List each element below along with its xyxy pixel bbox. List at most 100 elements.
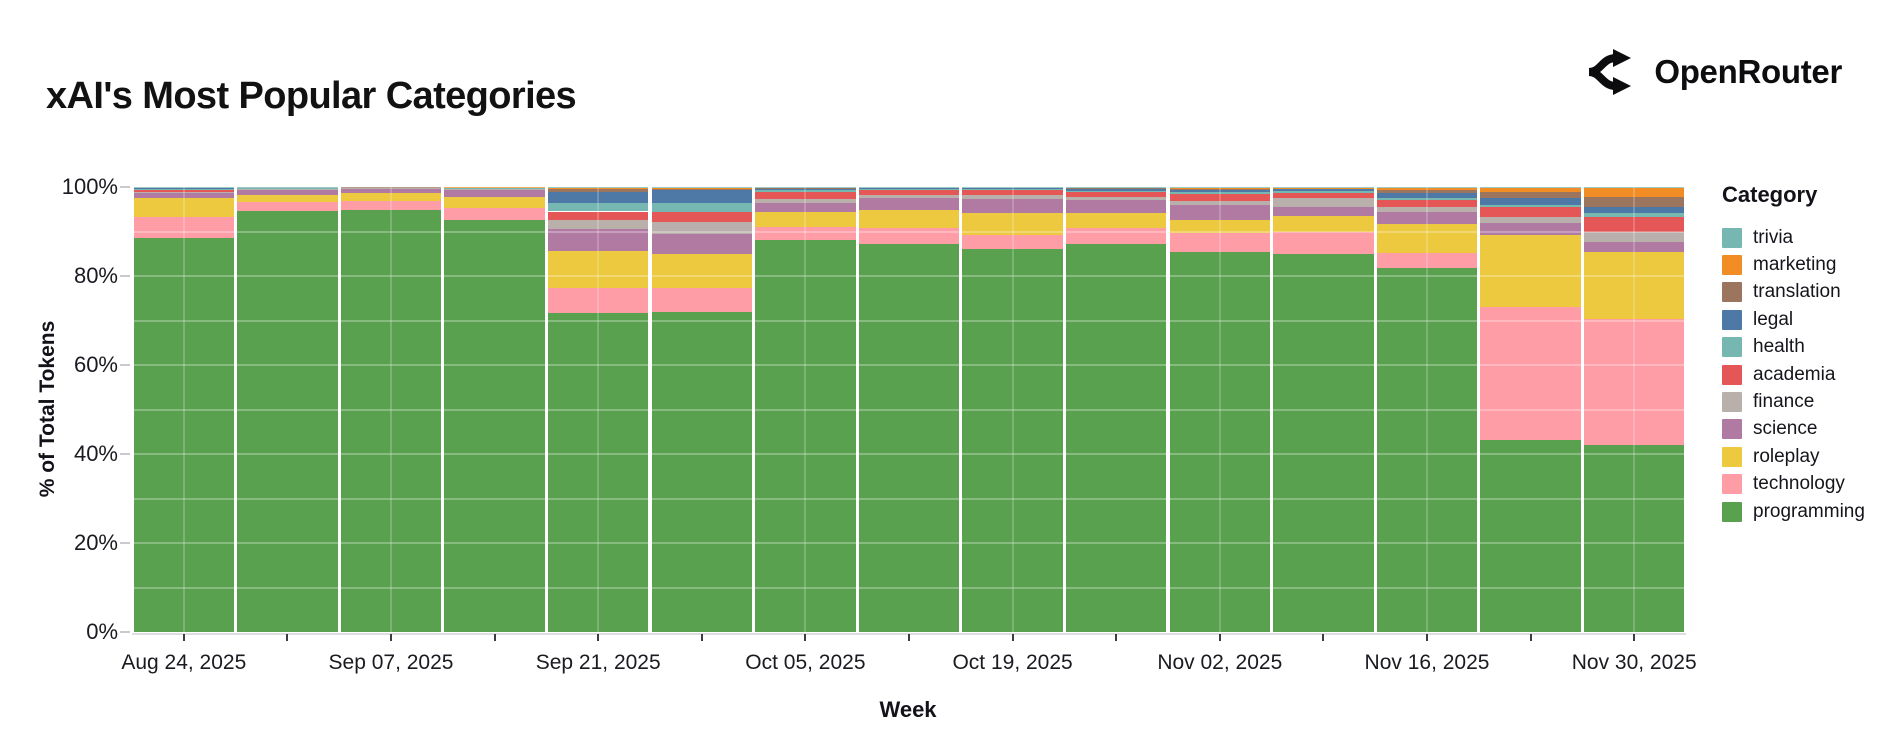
bar-segment-translation[interactable]	[1169, 188, 1270, 190]
bar-segment-programming[interactable]	[1584, 445, 1685, 632]
bar-segment-technology[interactable]	[858, 227, 960, 245]
bar-segment-programming[interactable]	[548, 313, 649, 632]
bar-segment-academia[interactable]	[340, 187, 442, 189]
bar-segment-marketing[interactable]	[1376, 187, 1478, 190]
bar-segment-roleplay[interactable]	[858, 209, 960, 228]
bar-segment-finance[interactable]	[548, 219, 649, 230]
bar-segment-technology[interactable]	[548, 288, 649, 314]
bar-segment-science[interactable]	[962, 199, 1063, 213]
bar-segment-science[interactable]	[1584, 241, 1685, 253]
bar-segment-finance[interactable]	[1376, 207, 1478, 213]
bar-segment-trivia[interactable]	[1273, 187, 1374, 188]
bar-segment-science[interactable]	[1376, 212, 1478, 225]
bar-segment-legal[interactable]	[1480, 197, 1581, 205]
bar-segment-translation[interactable]	[1376, 189, 1478, 194]
bar-segment-roleplay[interactable]	[651, 253, 752, 289]
bar-segment-science[interactable]	[1169, 205, 1270, 220]
bar-segment-roleplay[interactable]	[1066, 212, 1167, 228]
bar-segment-academia[interactable]	[133, 189, 234, 192]
bar-segment-technology[interactable]	[1480, 306, 1581, 440]
bar-segment-finance[interactable]	[755, 199, 856, 204]
bar-segment-legal[interactable]	[133, 187, 234, 189]
bar-segment-finance[interactable]	[1273, 197, 1374, 207]
bar-segment-health[interactable]	[1584, 213, 1685, 218]
bar-segment-health[interactable]	[858, 188, 960, 190]
bar-segment-academia[interactable]	[962, 189, 1063, 195]
bar-segment-finance[interactable]	[1584, 231, 1685, 242]
bar-segment-health[interactable]	[548, 202, 649, 212]
bar-segment-legal[interactable]	[1169, 189, 1270, 193]
bar-segment-health[interactable]	[755, 190, 856, 193]
bar-segment-science[interactable]	[1273, 206, 1374, 217]
bar-segment-academia[interactable]	[1480, 207, 1581, 217]
bar-segment-programming[interactable]	[1273, 254, 1374, 632]
bar-segment-roleplay[interactable]	[962, 212, 1063, 235]
bar-segment-technology[interactable]	[1066, 227, 1167, 245]
bar-segment-finance[interactable]	[1480, 216, 1581, 223]
bar-segment-science[interactable]	[444, 189, 545, 197]
bar-segment-technology[interactable]	[237, 202, 338, 212]
bar-segment-science[interactable]	[1480, 222, 1581, 235]
bar-segment-health[interactable]	[651, 202, 752, 213]
bar-segment-technology[interactable]	[755, 226, 856, 240]
bar-segment-programming[interactable]	[1480, 439, 1581, 632]
bar-segment-health[interactable]	[1066, 190, 1167, 193]
bar-segment-finance[interactable]	[1169, 201, 1270, 206]
bar-segment-health[interactable]	[1376, 198, 1478, 201]
bar-segment-translation[interactable]	[1584, 197, 1685, 208]
bar-segment-translation[interactable]	[1066, 187, 1167, 189]
bar-segment-science[interactable]	[548, 229, 649, 252]
bar-segment-marketing[interactable]	[1584, 187, 1685, 198]
bar-segment-health[interactable]	[1169, 192, 1270, 195]
bar-segment-translation[interactable]	[755, 187, 856, 189]
bar-segment-programming[interactable]	[755, 239, 856, 632]
bar-segment-technology[interactable]	[1376, 252, 1478, 268]
bar-segment-programming[interactable]	[858, 244, 960, 632]
bar-segment-legal[interactable]	[548, 191, 649, 203]
bar-segment-technology[interactable]	[133, 216, 234, 238]
bar-segment-roleplay[interactable]	[1480, 234, 1581, 307]
bar-segment-finance[interactable]	[858, 194, 960, 198]
bar-segment-programming[interactable]	[1376, 267, 1478, 632]
bar-segment-roleplay[interactable]	[548, 251, 649, 289]
bar-segment-roleplay[interactable]	[1376, 224, 1478, 253]
bar-segment-science[interactable]	[1066, 200, 1167, 213]
bar-segment-programming[interactable]	[1169, 252, 1270, 632]
bar-segment-technology[interactable]	[962, 234, 1063, 250]
bar-segment-legal[interactable]	[1376, 193, 1478, 199]
bar-segment-academia[interactable]	[548, 211, 649, 220]
bar-segment-trivia[interactable]	[651, 187, 752, 188]
bar-segment-legal[interactable]	[1273, 189, 1374, 192]
bar-segment-science[interactable]	[340, 188, 442, 193]
bar-segment-health[interactable]	[962, 188, 1063, 190]
bar-segment-trivia[interactable]	[1376, 187, 1478, 188]
bar-segment-academia[interactable]	[1376, 200, 1478, 208]
bar-segment-programming[interactable]	[444, 219, 545, 632]
bar-segment-academia[interactable]	[858, 189, 960, 195]
bar-segment-finance[interactable]	[237, 189, 338, 191]
bar-segment-marketing[interactable]	[1480, 187, 1581, 193]
bar-segment-trivia[interactable]	[1480, 187, 1581, 188]
bar-segment-trivia[interactable]	[1584, 187, 1685, 188]
bar-segment-roleplay[interactable]	[237, 195, 338, 203]
bar-segment-marketing[interactable]	[548, 187, 649, 190]
bar-segment-roleplay[interactable]	[1584, 252, 1685, 319]
bar-segment-programming[interactable]	[340, 209, 442, 632]
bar-segment-programming[interactable]	[1066, 244, 1167, 632]
bar-segment-finance[interactable]	[1066, 197, 1167, 201]
bar-segment-finance[interactable]	[133, 191, 234, 194]
bar-segment-academia[interactable]	[1169, 194, 1270, 202]
bar-segment-translation[interactable]	[1480, 192, 1581, 198]
bar-segment-finance[interactable]	[962, 194, 1063, 200]
bar-segment-science[interactable]	[237, 190, 338, 196]
bar-segment-technology[interactable]	[444, 207, 545, 220]
bar-segment-technology[interactable]	[1169, 232, 1270, 253]
bar-segment-roleplay[interactable]	[755, 211, 856, 227]
bar-segment-roleplay[interactable]	[1273, 216, 1374, 233]
bar-segment-technology[interactable]	[1273, 232, 1374, 255]
bar-segment-health[interactable]	[1273, 191, 1374, 193]
bar-segment-roleplay[interactable]	[133, 198, 234, 217]
bar-segment-science[interactable]	[651, 234, 752, 254]
bar-segment-health[interactable]	[1480, 204, 1581, 208]
bar-segment-roleplay[interactable]	[340, 192, 442, 201]
